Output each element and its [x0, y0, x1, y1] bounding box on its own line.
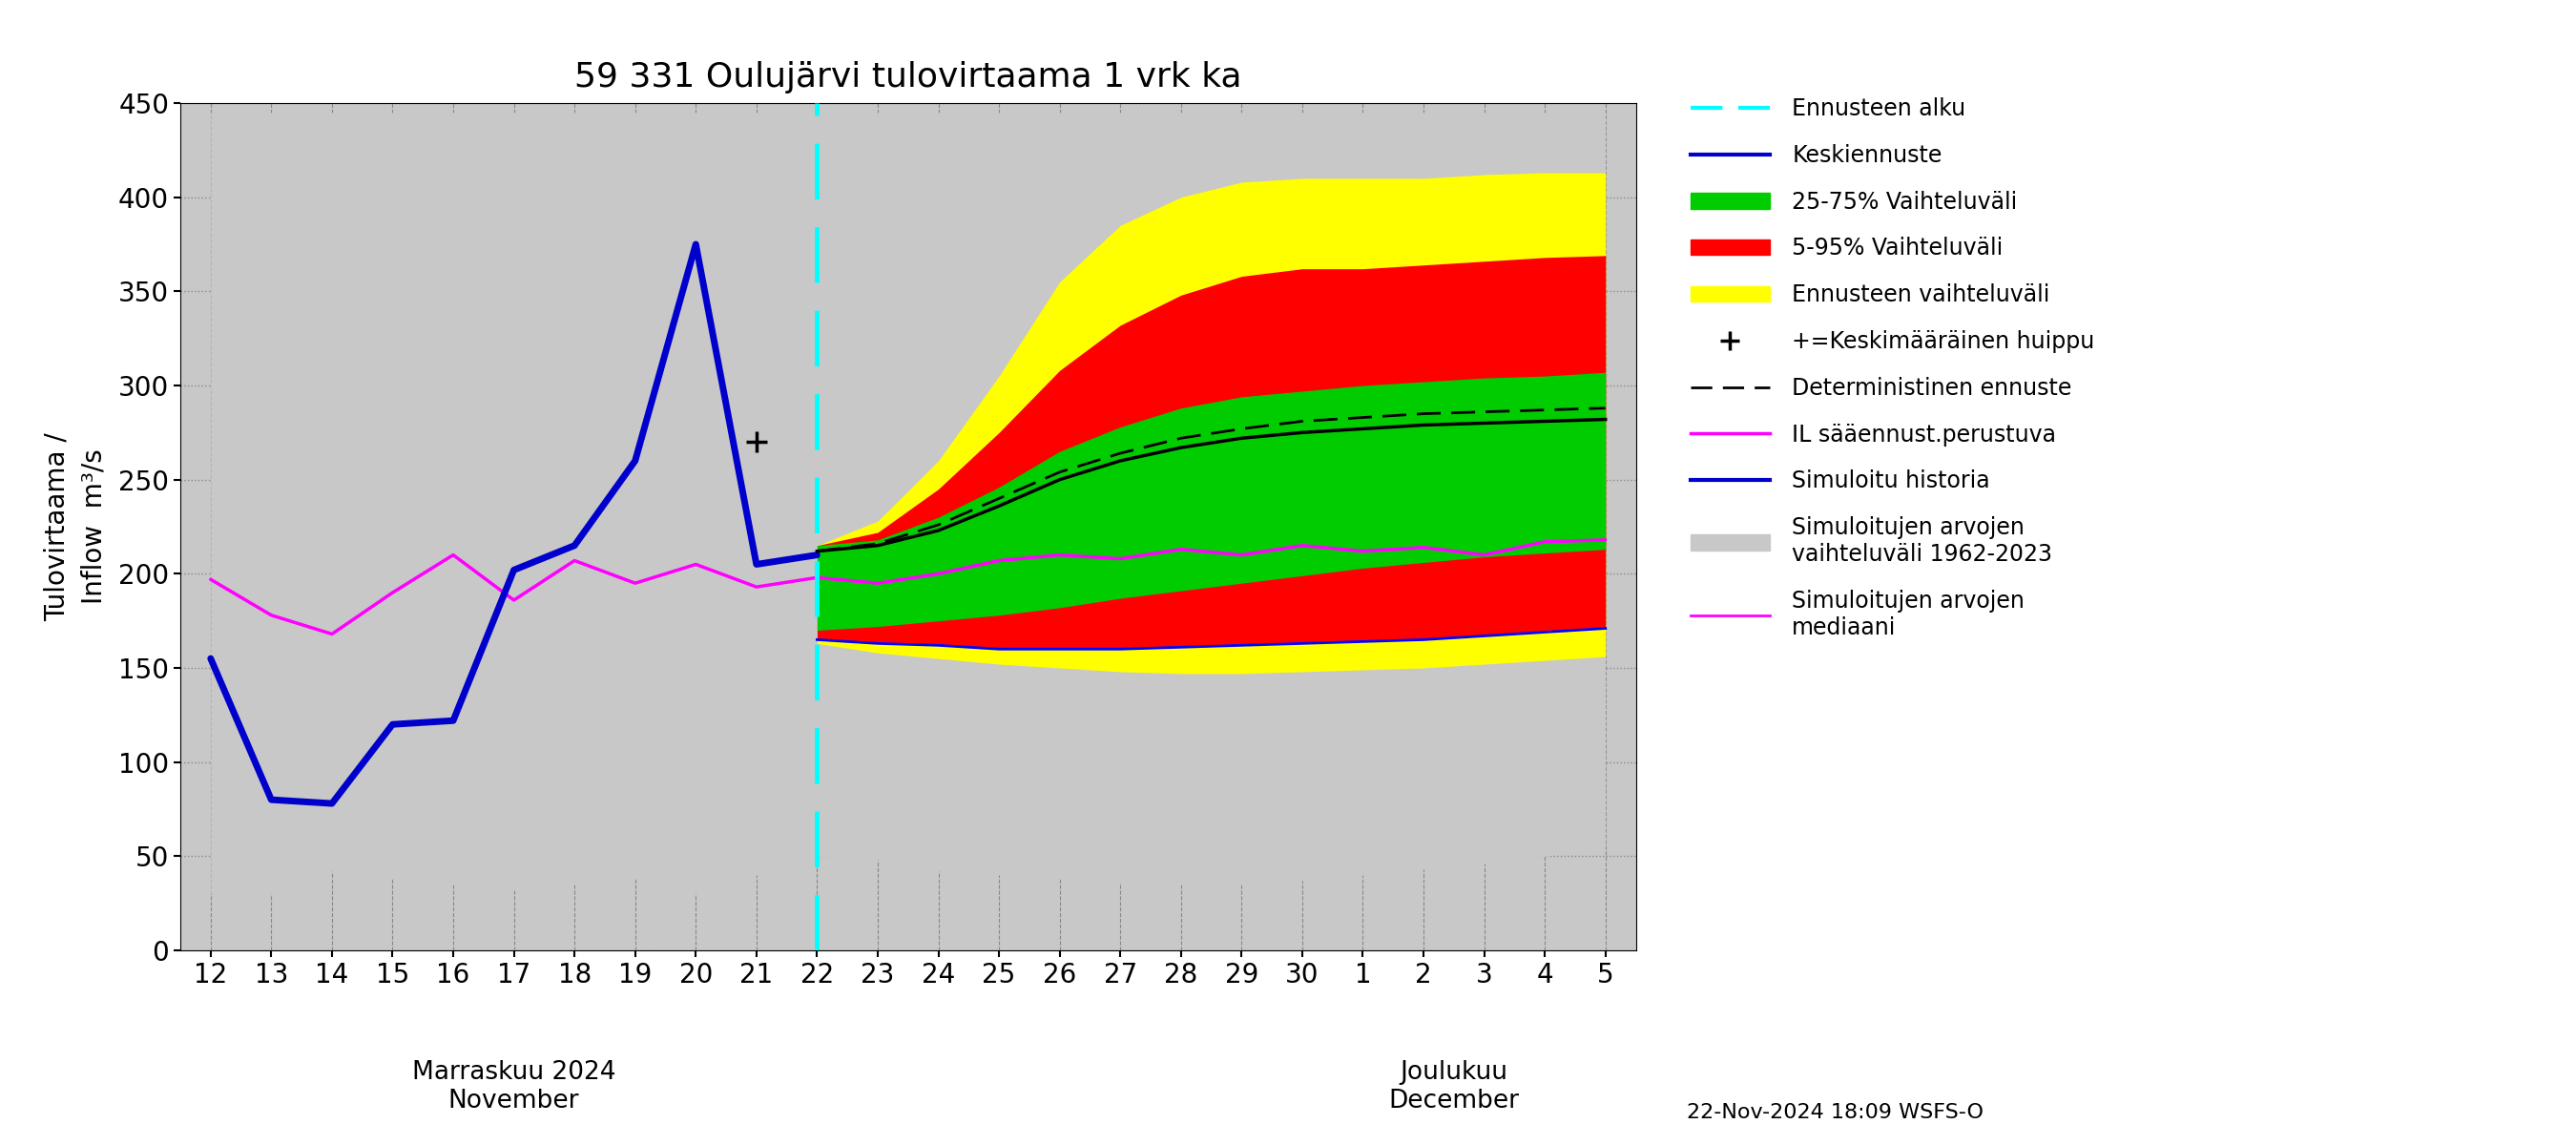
Text: Marraskuu 2024
November: Marraskuu 2024 November [412, 1060, 616, 1114]
Text: 22-Nov-2024 18:09 WSFS-O: 22-Nov-2024 18:09 WSFS-O [1687, 1103, 1984, 1122]
Y-axis label: Tulovirtaama /
Inflow  m³/s: Tulovirtaama / Inflow m³/s [44, 433, 108, 621]
Legend: Ennusteen alku, Keskiennuste, 25-75% Vaihteluväli, 5-95% Vaihteluväli, Ennusteen: Ennusteen alku, Keskiennuste, 25-75% Vai… [1690, 97, 2094, 639]
Text: Joulukuu
December: Joulukuu December [1388, 1060, 1520, 1114]
Title: 59 331 Oulujärvi tulovirtaama 1 vrk ka: 59 331 Oulujärvi tulovirtaama 1 vrk ka [574, 62, 1242, 94]
